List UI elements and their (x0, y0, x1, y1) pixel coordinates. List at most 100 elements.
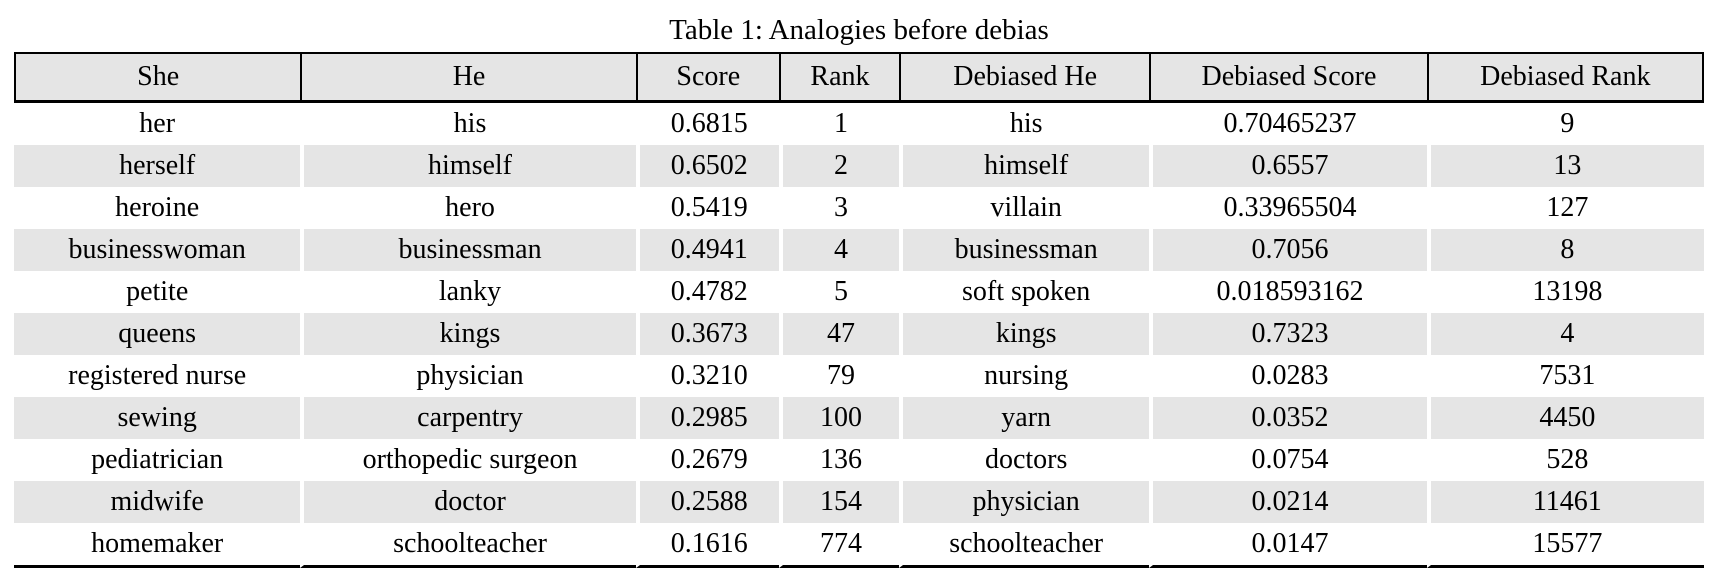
table-cell: 1 (778, 103, 899, 145)
table-cell: 9 (1426, 103, 1704, 145)
table-cell: pediatrician (91, 444, 224, 475)
table-cell: 11461 (1426, 481, 1704, 523)
table-cell: 4 (778, 229, 900, 271)
table-cell: 100 (778, 397, 900, 439)
table-cell: physician (899, 481, 1150, 523)
table-cell: 47 (778, 313, 900, 355)
table-cell: petite (126, 276, 189, 307)
table-cell: 0.6557 (1149, 145, 1427, 187)
table-cell: 0.2588 (635, 481, 779, 523)
column-header: Score (635, 52, 779, 103)
table-cell: 4 (1426, 313, 1704, 355)
table-cell: 13 (1426, 145, 1704, 187)
table-cell: 15577 (1426, 523, 1704, 568)
table-cell: 0.0283 (1149, 355, 1426, 397)
table-row: queens kings 0.3673 47 kings 0.7323 4 (14, 313, 1704, 355)
table-cell: lanky (300, 271, 635, 313)
column-header: Rank (778, 52, 900, 103)
table-cell: 127 (1426, 187, 1704, 229)
table-cell: 0.33965504 (1149, 187, 1426, 229)
table-cell: sewing (14, 397, 301, 439)
table-cell: herself (14, 145, 301, 187)
table-row: sewing carpentry 0.2985 100 yarn 0.0352 4450 (14, 397, 1704, 439)
table-cell: 0.7056 (1149, 229, 1427, 271)
analogies-table: She He Score Rank Debiased He Debiased Score D… (14, 52, 1704, 568)
table-row: petite lanky 0.4782 5 soft spoken 0.018593162… (14, 271, 1704, 313)
table-cell: 0.0352 (1149, 397, 1427, 439)
table-cell: 0.0214 (1149, 481, 1427, 523)
table-cell: 0.0147 (1149, 523, 1427, 568)
table-cell: yarn (899, 397, 1150, 439)
column-header: Debiased Rank (1426, 52, 1704, 103)
table-row: herself himself 0.6502 2 himself 0.6557 13 (14, 145, 1704, 187)
table-row: homemaker schoolteacher 0.1616 774 schooltea… (14, 523, 1704, 568)
table-cell: villain (899, 187, 1149, 229)
table-cell: nursing (899, 355, 1149, 397)
table-cell: registered nurse (68, 360, 247, 391)
table-cell: homemaker (14, 523, 301, 568)
table-cell: 3 (778, 187, 899, 229)
table-cell: 528 (1426, 439, 1704, 481)
table-cell: 0.4941 (635, 229, 779, 271)
table-row: businesswoman businessman 0.4941 4 businessm… (14, 229, 1704, 271)
table-cell: kings (899, 313, 1150, 355)
column-header: Debiased Score (1149, 52, 1427, 103)
table-cell: 2 (778, 145, 900, 187)
table-cell: orthopedic surgeon (300, 439, 635, 481)
table-row: midwife doctor 0.2588 154 physician 0.0214 114… (14, 481, 1704, 523)
table-cell: midwife (14, 481, 301, 523)
table-cell: his (300, 103, 635, 145)
table-cell: carpentry (300, 397, 636, 439)
table-cell: 136 (778, 439, 899, 481)
table-cell: 79 (778, 355, 899, 397)
table-cell: 154 (778, 481, 900, 523)
table-cell: schoolteacher (899, 523, 1150, 568)
table-cell: 0.70465237 (1149, 103, 1426, 145)
column-header: He (300, 52, 636, 103)
table-cell: schoolteacher (300, 523, 636, 568)
column-header: Debiased He (899, 52, 1150, 103)
table-row: her his 0.6815 1 his 0.70465237 9 (14, 103, 1704, 145)
table-cell: his (899, 103, 1149, 145)
table-cell: himself (300, 145, 636, 187)
table-cell: 0.018593162 (1149, 271, 1426, 313)
table-cell: 0.6502 (635, 145, 779, 187)
table-row: heroine hero 0.5419 3 villain 0.33965504 127 (14, 187, 1704, 229)
header-row: She He Score Rank Debiased He Debiased Score D… (14, 52, 1704, 103)
table-cell: her (139, 108, 176, 139)
table-cell: 774 (778, 523, 900, 568)
table-cell: 0.2679 (635, 439, 779, 481)
table-cell: 13198 (1426, 271, 1704, 313)
table-header: She He Score Rank Debiased He Debiased Score D… (14, 52, 1704, 103)
table-cell: kings (300, 313, 636, 355)
table-cell: businessman (899, 229, 1150, 271)
table-cell: hero (300, 187, 635, 229)
table-cell: 8 (1426, 229, 1704, 271)
table-row: pediatrician orthopedic surgeon 0.2679 136 d… (14, 439, 1704, 481)
table-body: her his 0.6815 1 his 0.70465237 9 herself himsel… (14, 103, 1704, 568)
table-cell: physician (300, 355, 635, 397)
table-cell: 0.3673 (635, 313, 779, 355)
table-caption: Table 1: Analogies before debias (669, 14, 1049, 46)
table-cell: 4450 (1426, 397, 1704, 439)
table-cell: soft spoken (899, 271, 1149, 313)
table-cell: 0.0754 (1149, 439, 1426, 481)
table-cell: 5 (778, 271, 899, 313)
table-cell: businesswoman (14, 229, 301, 271)
table-cell: queens (14, 313, 301, 355)
table-cell: doctor (300, 481, 636, 523)
table-cell: 0.2985 (635, 397, 779, 439)
table-cell: 0.4782 (635, 271, 779, 313)
table-cell: himself (899, 145, 1150, 187)
table-cell: 0.5419 (635, 187, 779, 229)
table-cell: 0.6815 (635, 103, 779, 145)
table-cell: 0.7323 (1149, 313, 1427, 355)
table-cell: 0.3210 (635, 355, 779, 397)
column-header: She (14, 52, 301, 103)
table-row: registered nurse physician 0.3210 79 nursing… (14, 355, 1704, 397)
table-cell: doctors (899, 439, 1149, 481)
table-cell: heroine (115, 192, 200, 223)
table-cell: businessman (300, 229, 636, 271)
table-cell: 0.1616 (635, 523, 779, 568)
